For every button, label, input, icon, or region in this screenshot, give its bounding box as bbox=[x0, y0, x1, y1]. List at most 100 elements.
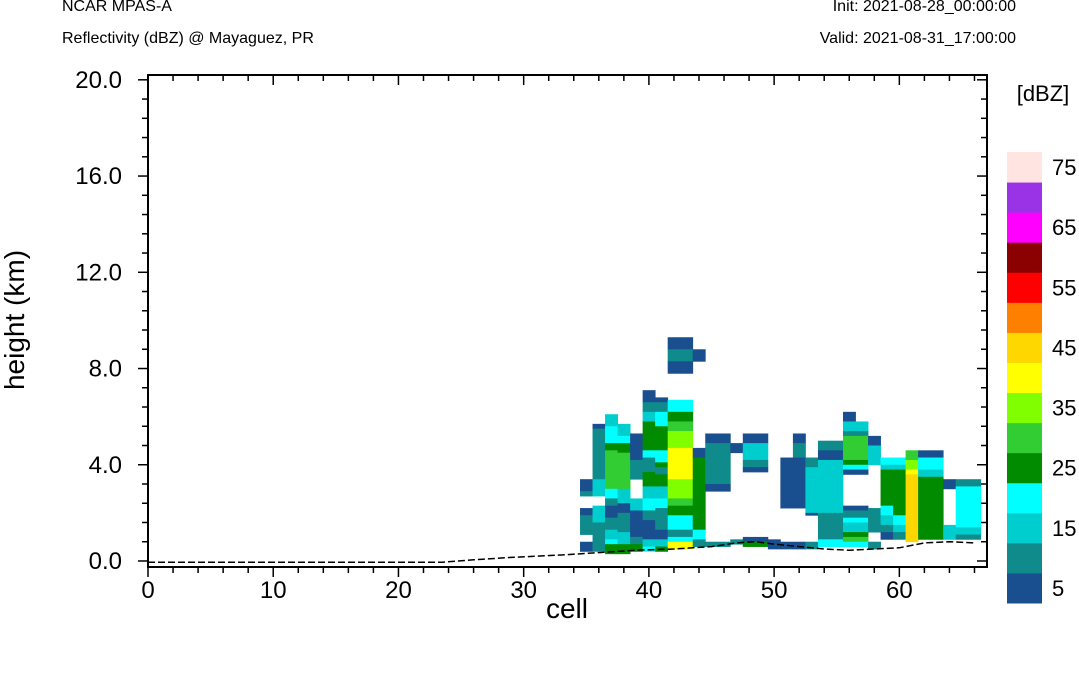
reflectivity-cell bbox=[717, 433, 731, 444]
reflectivity-cell bbox=[655, 426, 669, 451]
reflectivity-cell bbox=[855, 517, 869, 523]
reflectivity-cell bbox=[655, 402, 669, 413]
reflectivity-cell bbox=[842, 411, 856, 422]
reflectivity-cell bbox=[592, 505, 606, 523]
reflectivity-cell bbox=[642, 402, 656, 413]
reflectivity-cell bbox=[592, 423, 606, 430]
reflectivity-cell bbox=[655, 474, 669, 487]
reflectivity-cell bbox=[842, 536, 856, 543]
colorbar-label: 5 bbox=[1052, 576, 1064, 601]
reflectivity-cell bbox=[880, 515, 894, 526]
reflectivity-cell bbox=[830, 440, 844, 451]
reflectivity-cell bbox=[680, 479, 694, 499]
reflectivity-cell bbox=[880, 524, 894, 533]
reflectivity-cell bbox=[580, 541, 593, 552]
reflectivity-cell bbox=[842, 431, 856, 437]
reflectivity-cell bbox=[893, 515, 907, 526]
reflectivity-cell bbox=[755, 536, 769, 543]
colorbar-swatch bbox=[1007, 392, 1042, 424]
colorbar-swatch bbox=[1007, 332, 1042, 363]
reflectivity-cell bbox=[742, 433, 756, 444]
reflectivity-cell bbox=[680, 421, 694, 432]
x-tick-label: 40 bbox=[636, 577, 663, 604]
colorbar-swatch bbox=[1007, 272, 1042, 303]
x-tick-label: 60 bbox=[886, 577, 913, 604]
reflectivity-cell bbox=[717, 443, 731, 454]
reflectivity-cell bbox=[655, 498, 669, 509]
reflectivity-cell bbox=[655, 467, 669, 475]
reflectivity-cell bbox=[893, 532, 907, 540]
reflectivity-cell bbox=[680, 361, 694, 374]
reflectivity-cell bbox=[880, 469, 894, 507]
y-tick-label: 4.0 bbox=[89, 452, 122, 479]
reflectivity-cell bbox=[955, 527, 969, 535]
reflectivity-cell bbox=[580, 479, 593, 492]
reflectivity-cell bbox=[842, 464, 856, 470]
colorbar-swatch bbox=[1007, 572, 1042, 604]
reflectivity-cell bbox=[893, 457, 907, 466]
colorbar-label: 75 bbox=[1052, 155, 1076, 180]
reflectivity-cell bbox=[680, 536, 694, 543]
reflectivity-cell bbox=[755, 433, 769, 444]
reflectivity-cell bbox=[617, 452, 631, 490]
reflectivity-cell bbox=[918, 457, 932, 470]
reflectivity-cell bbox=[642, 471, 656, 487]
reflectivity-cell bbox=[805, 457, 819, 468]
reflectivity-cell bbox=[692, 529, 706, 540]
reflectivity-cell bbox=[580, 491, 593, 497]
colorbar-swatch bbox=[1007, 452, 1042, 484]
reflectivity-cell bbox=[642, 539, 656, 547]
reflectivity-cell bbox=[680, 349, 694, 362]
reflectivity-cell bbox=[855, 459, 869, 466]
reflectivity-cell bbox=[755, 443, 769, 461]
reflectivity-cell bbox=[755, 541, 769, 547]
reflectivity-cell bbox=[842, 435, 856, 461]
ticks-layer bbox=[138, 75, 987, 577]
reflectivity-cell bbox=[842, 421, 856, 432]
reflectivity-cell bbox=[805, 467, 819, 514]
y-axis-title: height (km) bbox=[0, 250, 30, 390]
reflectivity-cell bbox=[855, 541, 869, 547]
reflectivity-cell bbox=[680, 529, 694, 538]
reflectivity-cell bbox=[692, 457, 706, 497]
reflectivity-cell bbox=[817, 474, 831, 514]
reflectivity-cell bbox=[630, 459, 644, 480]
reflectivity-cell bbox=[868, 445, 881, 466]
reflectivity-cell bbox=[655, 397, 669, 403]
field-subtitle: Reflectivity (dBZ) @ Mayaguez, PR bbox=[62, 30, 314, 47]
reflectivity-cell bbox=[792, 433, 806, 444]
colorbar bbox=[1007, 152, 1042, 604]
reflectivity-cell bbox=[605, 488, 618, 499]
colorbar-label: 45 bbox=[1052, 335, 1076, 360]
reflectivity-cell bbox=[692, 496, 706, 531]
reflectivity-cell bbox=[717, 483, 731, 492]
reflectivity-cell bbox=[830, 474, 844, 514]
reflectivity-cell bbox=[605, 529, 618, 540]
x-tick-labels: 0 10 20 30 40 50 60 bbox=[141, 577, 912, 604]
reflectivity-cell bbox=[680, 337, 694, 350]
reflectivity-cell bbox=[855, 510, 869, 519]
reflectivity-cell bbox=[667, 541, 681, 550]
reflectivity-cell bbox=[842, 522, 856, 533]
reflectivity-cell bbox=[918, 450, 932, 458]
reflectivity-cell bbox=[968, 479, 982, 487]
reflectivity-cell bbox=[905, 474, 919, 543]
reflectivity-cell bbox=[868, 435, 881, 446]
reflectivity-cell bbox=[855, 435, 869, 461]
reflectivity-cell bbox=[630, 544, 644, 552]
reflectivity-cell bbox=[730, 539, 744, 545]
reflectivity-cell bbox=[667, 411, 681, 422]
reflectivity-cell bbox=[755, 467, 769, 473]
y-tick-labels: 0.0 4.0 8.0 12.0 16.0 20.0 bbox=[75, 67, 122, 575]
reflectivity-cell bbox=[943, 479, 957, 490]
reflectivity-cell bbox=[930, 457, 944, 470]
reflectivity-cell bbox=[642, 390, 656, 403]
reflectivity-cell bbox=[642, 411, 656, 422]
colorbar-label: 15 bbox=[1052, 516, 1076, 541]
reflectivity-cell bbox=[943, 524, 957, 540]
reflectivity-cell bbox=[642, 421, 656, 451]
reflectivity-cell bbox=[705, 433, 719, 444]
x-tick-label: 50 bbox=[761, 577, 788, 604]
reflectivity-cell bbox=[742, 443, 756, 461]
